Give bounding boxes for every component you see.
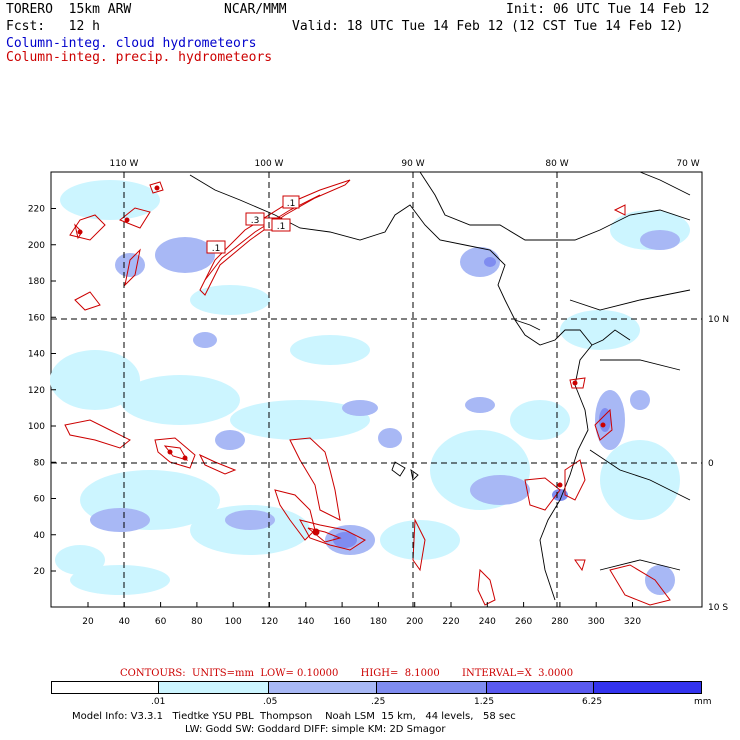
y-tick-label: 80 — [34, 458, 46, 468]
model-info: Model Info: V3.3.1 Tiedtke YSU PBL Thomp… — [72, 711, 516, 722]
lon-label: 100 W — [255, 159, 284, 169]
colorbar-swatch — [52, 682, 158, 693]
precip-contours — [64, 179, 671, 606]
x-tick-label: 100 — [225, 617, 242, 627]
x-tick-label: 220 — [442, 617, 459, 627]
x-tick-label: 80 — [191, 617, 203, 627]
model-title: TORERO 15km ARW — [6, 2, 132, 17]
x-tick-label: 40 — [119, 617, 131, 627]
cloud-hydrometeor-fill — [50, 180, 690, 595]
colorbar-swatch — [157, 682, 268, 693]
colorbar-label: 1.25 — [474, 697, 495, 707]
init-time: Init: 06 UTC Tue 14 Feb 12 — [506, 2, 710, 17]
field-cloud-label: Column-integ. cloud hydrometeors — [6, 36, 257, 51]
y-tick-label: 20 — [34, 567, 46, 577]
contours-info: CONTOURS: UNITS=mm LOW= 0.10000 HIGH= 8.… — [120, 668, 574, 679]
y-axis-ticks: 20 40 60 80 100 120 140 160 180 200 220 — [28, 205, 56, 577]
forecast-hour: Fcst: 12 h — [6, 19, 100, 34]
colorbar — [51, 681, 702, 694]
y-tick-label: 140 — [28, 350, 45, 360]
x-tick-label: 160 — [334, 617, 351, 627]
y-tick-label: 40 — [34, 531, 46, 541]
precip-maxima — [77, 185, 606, 536]
colorbar-label: .01 — [151, 697, 166, 707]
latlon-grid — [51, 172, 702, 607]
x-tick-label: 60 — [155, 617, 167, 627]
y-tick-label: 160 — [28, 313, 45, 323]
contour-label: .1 — [287, 199, 296, 209]
colorbar-units: mm — [694, 697, 712, 707]
valid-time: Valid: 18 UTC Tue 14 Feb 12 (12 CST Tue … — [292, 19, 684, 34]
contour-label-boxes: .1 .3 .1 .1 .1 — [206, 195, 300, 254]
lat-labels: 10 N 0 10 S — [708, 315, 729, 613]
x-tick-label: 140 — [297, 617, 314, 627]
contour-label: .3 — [251, 216, 260, 226]
x-tick-label: 200 — [406, 617, 423, 627]
lat-label: 10 S — [708, 603, 728, 613]
field-precip-label: Column-integ. precip. hydrometeors — [6, 50, 273, 65]
y-tick-label: 180 — [28, 277, 45, 287]
lat-label: 10 N — [708, 315, 729, 325]
x-tick-label: 320 — [624, 617, 641, 627]
colorbar-label: .25 — [371, 697, 386, 707]
y-tick-label: 60 — [34, 495, 46, 505]
lon-label: 70 W — [676, 159, 699, 169]
x-axis-ticks: 20 40 60 80 100 120 140 160 180 200 220 240 260 280 30… — [82, 602, 641, 627]
colorbar-swatch — [267, 682, 377, 693]
x-tick-label: 180 — [370, 617, 387, 627]
contour-label: .1 — [212, 244, 221, 254]
lon-label: 90 W — [401, 159, 424, 169]
colorbar-swatch — [593, 682, 701, 693]
model-info-physics: LW: Godd SW: Goddard DIFF: simple KM: 2D… — [185, 724, 446, 735]
lat-label: 0 — [708, 459, 714, 469]
colorbar-swatch — [376, 682, 487, 693]
x-tick-label: 300 — [588, 617, 605, 627]
x-tick-label: 20 — [82, 617, 94, 627]
contour-label: .1 — [277, 222, 286, 232]
center-label: NCAR/MMM — [224, 2, 287, 17]
x-tick-label: 240 — [479, 617, 496, 627]
x-tick-label: 280 — [551, 617, 568, 627]
y-tick-label: 200 — [28, 241, 45, 251]
lon-labels: 110 W 100 W 90 W 80 W 70 W — [110, 159, 700, 169]
x-tick-label: 120 — [261, 617, 278, 627]
colorbar-label: .05 — [263, 697, 278, 707]
y-tick-label: 220 — [28, 205, 45, 215]
colorbar-swatch — [486, 682, 594, 693]
colorbar-label: 6.25 — [582, 697, 603, 707]
x-tick-label: 260 — [515, 617, 532, 627]
lon-label: 110 W — [110, 159, 139, 169]
y-tick-label: 100 — [28, 422, 45, 432]
y-tick-label: 120 — [28, 386, 45, 396]
lon-label: 80 W — [545, 159, 568, 169]
